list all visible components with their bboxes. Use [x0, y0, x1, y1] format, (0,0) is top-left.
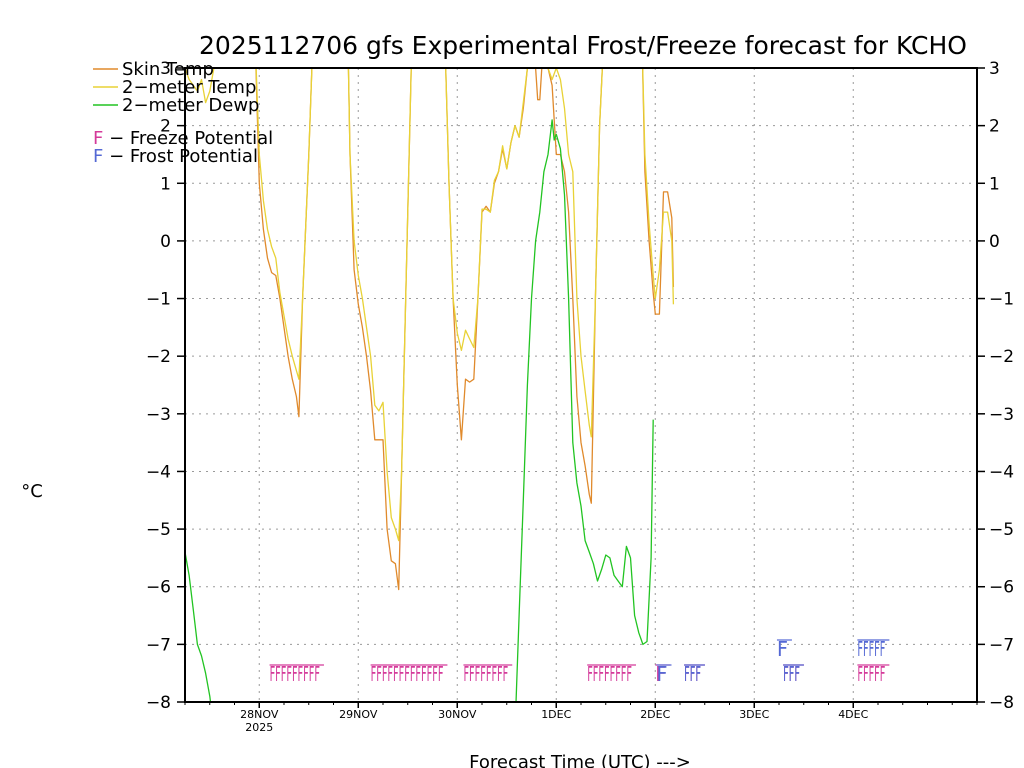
flag-freeze: FFFFFFFF	[587, 662, 632, 686]
y-tick-label-left: −3	[146, 405, 171, 425]
x-axis-label: Forecast Time (UTC) --->	[469, 752, 691, 768]
y-axis-label: °C	[21, 481, 43, 502]
y-tick-label-left: −7	[146, 635, 171, 655]
legend-label: 2−meter Dewp	[122, 95, 259, 116]
x-tick-label: 28NOV	[240, 708, 279, 721]
y-tick-label-right: −2	[989, 347, 1014, 367]
legend-label: 2−meter Temp	[122, 77, 256, 98]
flag-freeze: FFFFFFFFF	[270, 662, 320, 686]
flag-freeze: FFF	[783, 662, 800, 686]
legend-flag-letter: F	[93, 128, 103, 149]
x-tick-label: 29NOV	[339, 708, 378, 721]
y-tick-label-right: 3	[989, 59, 1000, 79]
flag-frost: FFFFF	[857, 637, 885, 661]
y-tick-label-left: −1	[146, 290, 171, 310]
chart-grid	[185, 68, 977, 702]
legend-flag-text: − Freeze Potential	[103, 128, 273, 149]
y-tick-label-right: −3	[989, 405, 1014, 425]
y-tick-label-right: −5	[989, 520, 1014, 540]
flag-freeze: FFFFFFFF	[463, 662, 508, 686]
flag-freeze: FFFFFFFFFFFFF	[371, 662, 444, 686]
x-tick-label: 1DEC	[541, 708, 571, 721]
y-tick-label-right: 0	[989, 232, 1000, 252]
y-tick-label-right: 2	[989, 117, 1000, 137]
y-tick-label-right: −4	[989, 462, 1014, 482]
flag-freeze: FFFFF	[857, 662, 885, 686]
flag-freeze: FFF	[783, 662, 800, 686]
legend-flag-key: F − Freeze Potential	[93, 128, 273, 149]
y-tick-label-right: −7	[989, 635, 1014, 655]
legend-label: Skin Temp	[122, 59, 214, 80]
x-tick-label: 2DEC	[640, 708, 670, 721]
y-tick-label-left: −6	[146, 578, 171, 598]
y-tick-label-right: −1	[989, 290, 1014, 310]
chart-axes: −8 −8 −7 −7 −6 −6 −5 −5 −4 −4 −3 −3 −2 −2 −1 −1 0 0 1 1 2 2 3 3…	[146, 59, 1014, 734]
x-tick-label: 30NOV	[438, 708, 477, 721]
y-tick-label-left: 0	[160, 232, 171, 252]
series-line-2-meter-dewp	[185, 119, 654, 702]
flag-freeze: FFF	[684, 662, 701, 686]
flag-freeze: F	[656, 662, 667, 686]
x-tick-sublabel: 2025	[245, 721, 273, 734]
y-tick-label-left: −8	[146, 693, 171, 713]
legend-flag-letter: F	[93, 146, 103, 167]
y-tick-label-left: 1	[160, 174, 171, 194]
legend-flag-text: − Frost Potential	[103, 146, 258, 167]
y-tick-label-left: −4	[146, 462, 171, 482]
y-tick-label-right: −6	[989, 578, 1014, 598]
x-tick-label: 4DEC	[838, 708, 868, 721]
y-tick-label-left: −2	[146, 347, 171, 367]
flag-frost: F	[777, 637, 788, 661]
legend-flag-key: F − Frost Potential	[93, 146, 258, 167]
y-tick-label-left: 3	[160, 59, 171, 79]
series-line-2-meter-temp	[185, 68, 675, 542]
chart-title: 2025112706 gfs Experimental Frost/Freeze…	[199, 31, 967, 60]
x-tick-label: 3DEC	[739, 708, 769, 721]
chart-series	[185, 68, 675, 702]
y-tick-label-right: −8	[989, 693, 1014, 713]
y-tick-label-left: 2	[160, 117, 171, 137]
y-tick-label-right: 1	[989, 174, 1000, 194]
chart-flags: FFFFFFFFF FFFFFFFFFFFFF FFFFFFFF FFFFFFFF F F…	[269, 637, 890, 686]
flag-freeze: FFF	[684, 662, 701, 686]
flag-freeze: F	[655, 662, 666, 686]
y-tick-label-left: −5	[146, 520, 171, 540]
